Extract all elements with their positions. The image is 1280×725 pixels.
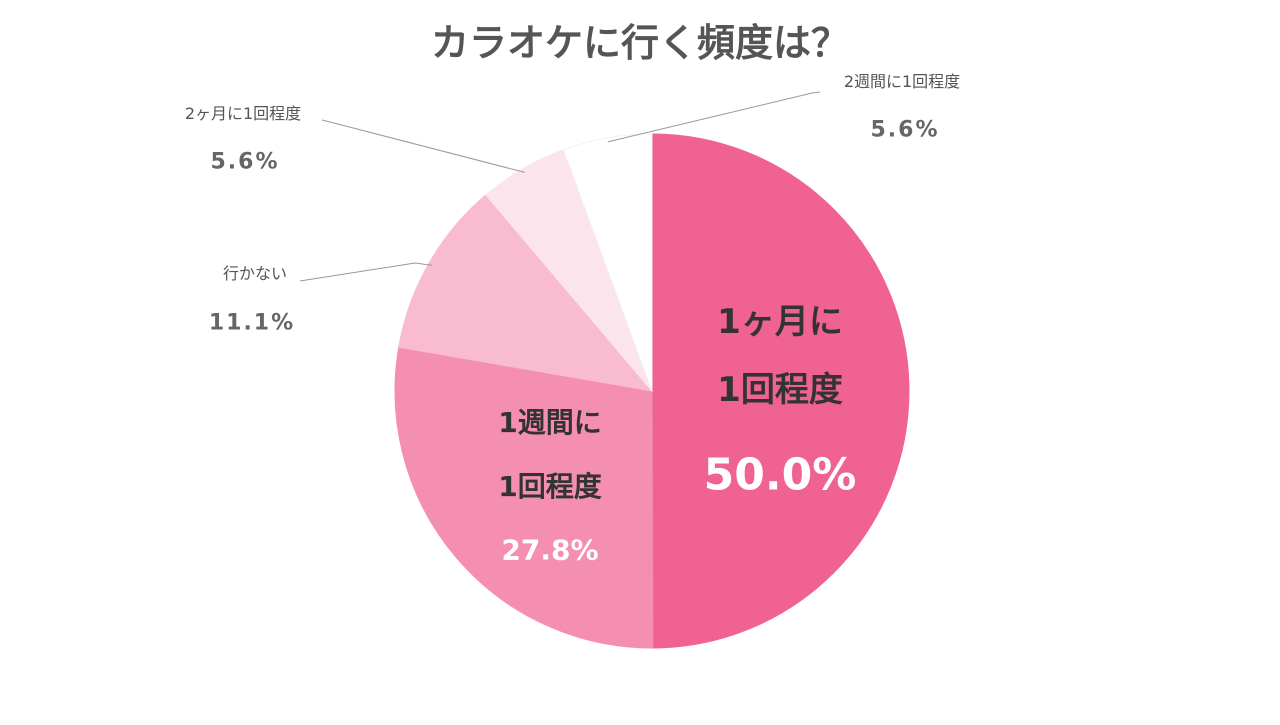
value-label: 5.6% xyxy=(210,149,280,175)
pie-slice xyxy=(394,346,654,649)
pie-slice xyxy=(651,133,910,649)
value-label: 5.6% xyxy=(870,117,940,143)
slice-label: 1週間に 1回程度 xyxy=(498,406,602,503)
leader-line xyxy=(299,262,433,282)
slice-label: 2週間に1回程度 xyxy=(843,72,961,91)
slice-label: 2ヶ月に1回程度 xyxy=(184,104,302,123)
value-label: 50.0% xyxy=(703,449,857,501)
leader-line xyxy=(321,119,525,173)
leader-line xyxy=(607,91,821,143)
value-label: 27.8% xyxy=(501,533,599,567)
pie-slice xyxy=(398,194,654,392)
value-label: 11.1% xyxy=(208,310,296,336)
slice-label: 1ヶ月に 1回程度 xyxy=(717,302,843,410)
slice-label: 行かない xyxy=(222,264,288,283)
pie-slice xyxy=(562,133,653,392)
chart-title: カラオケに行く頻度は？ xyxy=(430,21,849,65)
